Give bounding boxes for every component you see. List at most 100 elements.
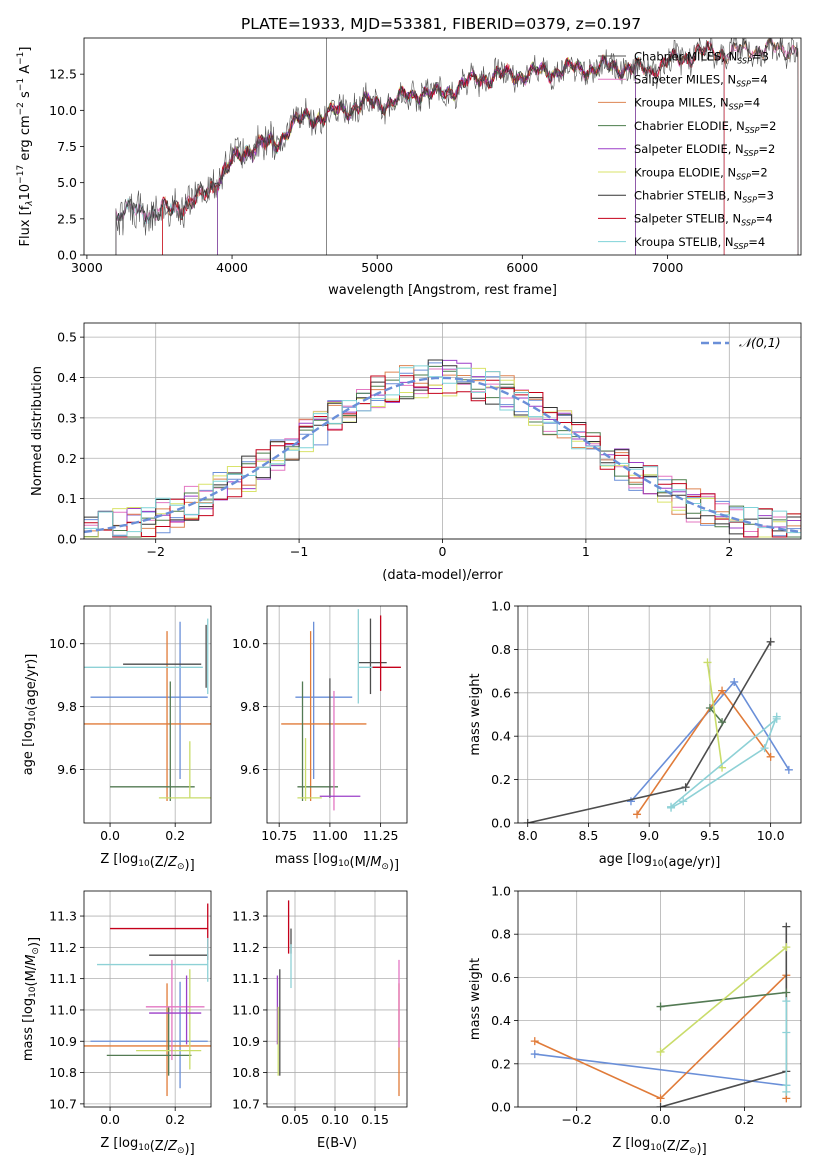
y-axis-label: Normed distribution <box>30 366 45 496</box>
x-tick-label: 9.5 <box>700 828 720 843</box>
y-tick-label: 11.1 <box>232 971 260 986</box>
plot-area <box>276 900 400 1097</box>
axes-frame <box>266 890 408 1108</box>
y-axis-label: age [log10(age/yr)] <box>21 654 39 776</box>
y-tick-label: 0.0 <box>491 1100 511 1115</box>
weight-line <box>706 662 723 768</box>
y-tick-label: 10.0 <box>49 636 77 651</box>
y-axis-label: mass weight <box>468 958 483 1040</box>
x-tick-label: 11.00 <box>312 828 348 843</box>
y-tick-label: 0.1 <box>57 491 77 506</box>
legend-label: Kroupa ELODIE, NSSP=2 <box>634 165 768 181</box>
weight-marker <box>667 802 676 811</box>
label-part: )] <box>185 858 195 873</box>
y-tick-label: 0.2 <box>491 772 511 787</box>
panel-mass_vs_ebv: 0.05 0.10 0.15 10.7 10.8 10.9 11.0 11.1 11.2 11.3… <box>232 890 408 1151</box>
label-part: Z [ <box>100 1136 118 1151</box>
label-part: (Z/ <box>150 1139 169 1154</box>
legend-label: Chabrier STELIB, NSSP=3 <box>634 189 774 205</box>
label-part: (Z/ <box>662 1139 681 1154</box>
label-sub: SSP <box>737 56 752 65</box>
label-sub: 10 <box>650 1143 662 1153</box>
weight-line <box>670 718 778 808</box>
label-part: =4 <box>748 235 765 249</box>
label-part: Flux [f <box>18 205 33 246</box>
y-axis-label: mass [log10(M/M⊙)] <box>21 937 42 1061</box>
weight-marker <box>730 677 739 686</box>
y-tick-label: 11.2 <box>232 940 260 955</box>
panel-age_vs_Z: 0.0 0.29.69.810.0Z [log10(Z/Z⊙)]age [log1… <box>21 605 212 873</box>
legend-label-gaussian: 𝒩(0,1) <box>739 335 781 350</box>
legend-label: Chabrier MILES, NSSP=3 <box>634 49 769 65</box>
panel-mass_weight_vs_age: 8.0 8.5 9.0 9.5 10.0 0.0 0.2 0.4 0.6 0.8 1.0 age [l… <box>468 599 802 870</box>
x-tick-label: 3000 <box>71 260 103 275</box>
weight-marker <box>626 797 635 806</box>
weight-line <box>670 716 778 809</box>
panel-spectrum: 3000 4000 5000 6000 7000 0.0 2.5 5.0 7.5 10.0 12.5… <box>16 37 802 298</box>
label-part: (age/yr)] <box>24 654 39 711</box>
label-part: =2 <box>758 142 775 156</box>
y-tick-label: 10.9 <box>232 1034 260 1049</box>
label-part: Kroupa MILES, N <box>634 96 729 110</box>
x-tick-label: 5000 <box>361 260 393 275</box>
label-part: (M/ <box>24 965 39 986</box>
label-sub: ⊙ <box>177 862 185 872</box>
y-tick-label: 1.0 <box>491 884 511 899</box>
hist-step-KE <box>84 367 801 539</box>
label-part: erg cm <box>18 115 33 164</box>
weight-marker <box>772 714 781 723</box>
y-tick-label: 0.8 <box>491 927 511 942</box>
label-sub: SSP <box>744 149 759 158</box>
weight-marker <box>656 1002 665 1011</box>
label-part: =3 <box>757 189 774 203</box>
axes-frame <box>83 37 802 256</box>
y-tick-label: 10.9 <box>49 1034 77 1049</box>
x-tick-label: 0.2 <box>165 1112 185 1127</box>
y-tick-label: 0.2 <box>491 1056 511 1071</box>
label-part: (M/ <box>350 855 371 870</box>
weight-marker <box>523 819 532 823</box>
y-tick-label: 11.0 <box>49 1002 77 1017</box>
y-tick-label: 10.0 <box>232 636 260 651</box>
legend-label: Kroupa MILES, NSSP=4 <box>634 96 760 112</box>
label-part: Kroupa ELODIE, N <box>634 165 736 179</box>
label-part: M <box>24 955 39 966</box>
x-tick-label: 8.5 <box>579 828 599 843</box>
label-part: Salpeter STELIB, N <box>634 212 741 226</box>
plot-area <box>84 903 211 1097</box>
label-part: Z <box>679 1139 690 1154</box>
label-sub: SSP <box>729 103 744 112</box>
weight-line <box>709 707 723 723</box>
label-part: Z [ <box>612 1136 630 1151</box>
x-tick-label: −2 <box>146 544 164 559</box>
plot-area <box>84 618 211 801</box>
panel-residuals: −2 −1 0 1 2 0.0 0.1 0.2 0.3 0.4 0.5 𝒩(0,1) (data-mod… <box>30 322 802 583</box>
label-sub: ⊙ <box>177 1146 185 1156</box>
x-tick-label: 7000 <box>652 260 684 275</box>
panel-mass_weight_vs_Z: −0.2 0.0 0.2 0.0 0.2 0.4 0.6 0.8 1.0 Z [log10(Z/Z… <box>468 884 802 1157</box>
label-part: Chabrier ELODIE, N <box>634 119 745 133</box>
x-tick-label: 11.25 <box>363 828 399 843</box>
label-sub: ⊙ <box>689 1146 697 1156</box>
plot-area <box>281 609 401 811</box>
plot-area <box>523 637 793 823</box>
label-sub: ⊙ <box>381 862 389 872</box>
x-tick-label: 0.2 <box>734 1112 754 1127</box>
x-tick-label: 0 <box>439 544 447 559</box>
axes-frame <box>517 890 802 1108</box>
y-tick-label: 12.5 <box>49 67 77 82</box>
legend-label: Salpeter STELIB, NSSP=4 <box>634 212 773 228</box>
weight-marker <box>782 1028 791 1037</box>
label-part: Salpeter MILES, N <box>634 73 736 87</box>
label-sup: −17 <box>16 165 26 184</box>
legend-label: Salpeter ELODIE, NSSP=2 <box>634 142 775 158</box>
label-sub: 10 <box>138 1143 150 1153</box>
legend-label: Chabrier ELODIE, NSSP=2 <box>634 119 776 135</box>
label-sub: 10 <box>28 986 38 998</box>
y-tick-label: 5.0 <box>57 175 77 190</box>
label-part: Z <box>167 1139 178 1154</box>
spectrum-line-CM <box>115 38 799 255</box>
x-tick-label: 0.10 <box>321 1112 349 1127</box>
label-sub: ⊙ <box>31 947 41 955</box>
